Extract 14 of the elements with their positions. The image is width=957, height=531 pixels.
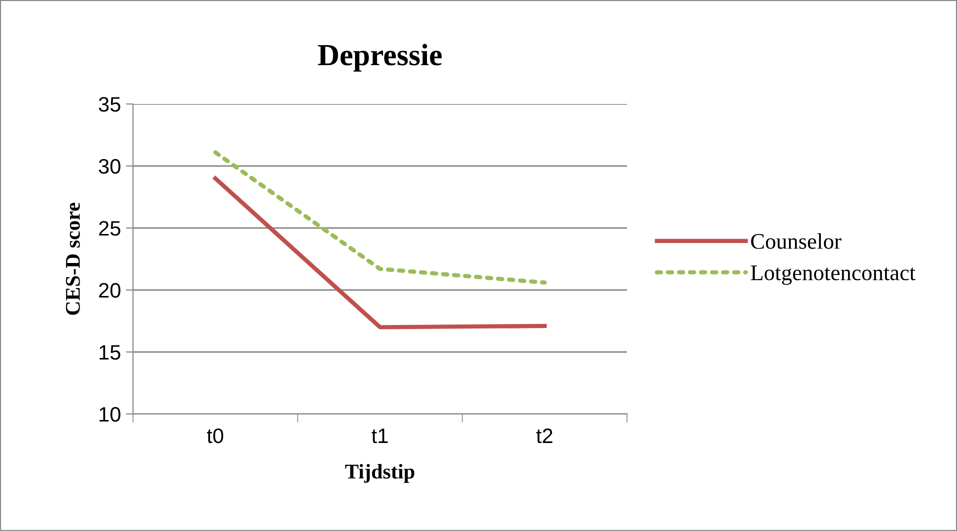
y-tick-label: 20	[99, 283, 120, 298]
x-axis-title: Tijdstip	[345, 464, 414, 483]
y-tick-label: 25	[99, 221, 120, 236]
legend-label: Lotgenotencontact	[750, 266, 916, 285]
y-tick-label: 30	[98, 159, 120, 174]
y-tick-label: 15	[100, 345, 120, 360]
chart-title: Depressie	[318, 44, 442, 72]
x-tick-label: t0	[206, 428, 224, 444]
legend-label: Counselor	[751, 233, 842, 249]
y-tick-label: 10	[100, 407, 120, 422]
x-tick-label: t2	[536, 428, 552, 444]
y-tick-label: 35	[98, 97, 120, 112]
x-tick-label: t1	[372, 428, 388, 444]
y-axis-title: CES-D score	[66, 202, 80, 315]
